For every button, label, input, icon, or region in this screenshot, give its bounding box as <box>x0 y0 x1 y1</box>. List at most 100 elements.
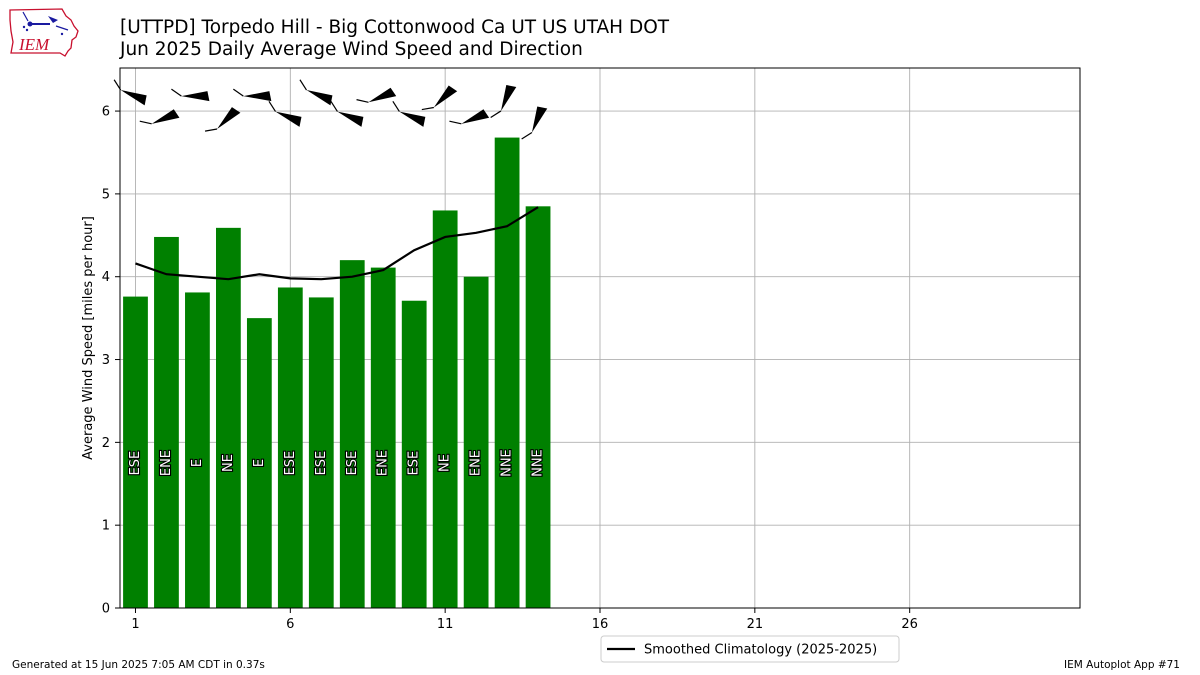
wind-barb <box>521 106 548 140</box>
wind-barb <box>392 100 426 127</box>
wind-barb-staff <box>490 110 502 119</box>
app-credit: IEM Autoplot App #71 <box>1064 659 1180 671</box>
wind-barb-flag <box>500 85 517 111</box>
wind-barb-staff <box>392 100 400 112</box>
bar <box>494 137 520 608</box>
legend: Smoothed Climatology (2025-2025) <box>600 635 900 663</box>
bar <box>525 206 551 609</box>
x-tick-label: 11 <box>437 617 454 632</box>
bar <box>185 292 210 608</box>
wind-barb-staff <box>171 88 182 97</box>
bar <box>401 300 427 608</box>
y-tick-label: 5 <box>102 187 110 202</box>
iem-logo: IEM <box>8 4 80 62</box>
wind-barb-flag <box>531 106 548 133</box>
wind-barb <box>233 88 272 102</box>
x-tick-label: 16 <box>592 617 609 632</box>
iowa-outline <box>9 8 79 57</box>
direction-label: ESE <box>128 451 143 476</box>
y-axis-label: Average Wind Speed [miles per hour] <box>81 216 96 460</box>
bar <box>308 297 334 608</box>
bar <box>432 210 458 609</box>
direction-label: ENE <box>376 450 391 476</box>
climatology-line <box>135 206 539 281</box>
wind-barb-staff <box>233 88 244 97</box>
wind-barb-staff <box>449 120 462 125</box>
wind-barb-staff <box>356 99 369 103</box>
wind-barb-staff <box>421 106 434 111</box>
wind-barb-flag <box>120 90 147 106</box>
direction-label: ESE <box>283 451 298 476</box>
bar-series <box>123 137 551 609</box>
wind-barb <box>299 79 333 106</box>
y-tick-label: 3 <box>102 353 110 368</box>
direction-label: NE <box>221 454 236 472</box>
bar <box>123 296 148 608</box>
title-line-1: [UTTPD] Torpedo Hill - Big Cottonwood Ca… <box>120 17 670 38</box>
climatology-series <box>135 206 539 281</box>
wind-barb-flag <box>275 111 302 127</box>
wind-barb-staff <box>113 79 122 91</box>
wind-barb <box>449 109 490 125</box>
bar <box>246 318 272 608</box>
bar <box>370 267 396 608</box>
direction-label: NNE <box>500 449 515 477</box>
wind-barb <box>139 109 180 125</box>
wind-barb <box>330 100 364 127</box>
iem-logo-text: IEM <box>18 35 50 54</box>
wind-barb-flag <box>243 91 272 102</box>
wind-barb-flag <box>461 109 490 124</box>
direction-label: NNE <box>531 449 546 477</box>
y-tick-label: 0 <box>102 602 110 617</box>
wind-barb-flag <box>337 111 364 127</box>
direction-label: ESE <box>407 451 422 476</box>
y-tick-label: 6 <box>102 105 110 120</box>
direction-label: ENE <box>159 450 174 476</box>
x-tick-label: 26 <box>901 617 918 632</box>
wind-barb-staff <box>139 120 152 125</box>
direction-label: NE <box>438 454 453 472</box>
x-tick-label: 21 <box>747 617 764 632</box>
direction-label: E <box>252 459 267 467</box>
direction-label: ENE <box>469 450 484 476</box>
wind-barb-flag <box>433 85 458 108</box>
bar <box>277 287 303 608</box>
x-tick-label: 1 <box>131 617 139 632</box>
bar <box>216 227 241 608</box>
wind-barb <box>421 85 458 111</box>
wind-barb <box>113 79 147 106</box>
y-tick-label: 4 <box>102 270 110 285</box>
y-tick-label: 1 <box>102 519 110 534</box>
wind-barb-staff <box>268 100 277 112</box>
y-tick-label: 2 <box>102 436 110 451</box>
wind-barb <box>268 100 302 127</box>
bar <box>339 260 365 608</box>
direction-label: E <box>190 459 205 467</box>
wind-barb-flag <box>399 111 426 127</box>
wind-barb <box>356 87 397 103</box>
bar <box>463 276 489 608</box>
legend-climatology-label: Smoothed Climatology (2025-2025) <box>644 643 877 658</box>
wind-barb-flag <box>306 90 333 106</box>
direction-label: ESE <box>345 451 360 476</box>
wind-barb <box>490 85 517 119</box>
wind-barb-staff <box>330 100 338 112</box>
wind-barb <box>171 88 210 102</box>
generated-timestamp: Generated at 15 Jun 2025 7:05 AM CDT in … <box>12 659 265 671</box>
wind-barb-flag <box>181 91 210 102</box>
bar <box>154 236 179 608</box>
direction-labels: ESE ENE E NE E ESE ESE ESE ENE ESE NE ENE NNE NNE <box>127 448 547 478</box>
wind-barb-staff <box>299 79 308 91</box>
wind-barb <box>204 107 241 132</box>
x-tick-label: 6 <box>286 617 294 632</box>
wind-barb-flag <box>151 109 180 124</box>
wind-barb-flag <box>217 107 241 130</box>
chart-title: [UTTPD] Torpedo Hill - Big Cottonwood Ca… <box>120 17 669 61</box>
wind-barbs <box>113 79 548 140</box>
wind-barb-staff <box>521 131 533 140</box>
direction-label: ESE <box>314 451 329 476</box>
wind-barb-staff <box>204 128 218 132</box>
wind-barb-flag <box>368 87 397 103</box>
